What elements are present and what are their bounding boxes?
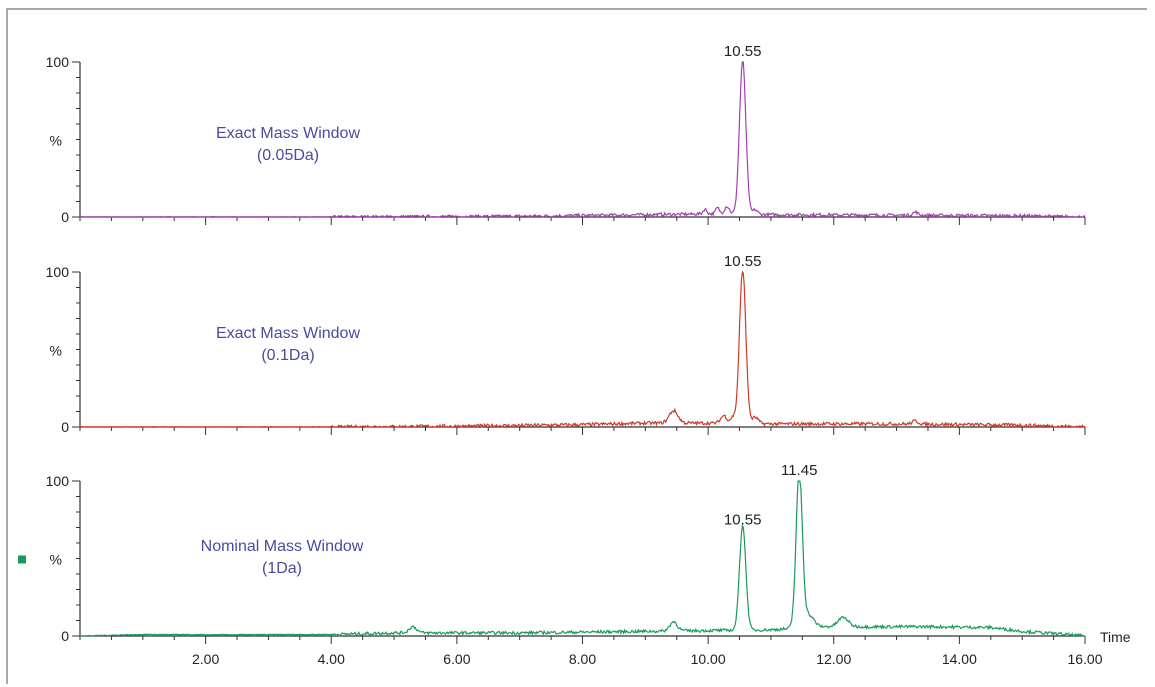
x-tick-label: 8.00 — [569, 651, 596, 667]
x-tick-label: 4.00 — [318, 651, 345, 667]
y-tick-label: 100 — [46, 264, 70, 280]
y-axis-label: % — [50, 552, 62, 568]
series-trace — [79, 270, 1086, 429]
peak-label: 10.55 — [724, 253, 762, 270]
panel-annotation: Exact Mass Window — [216, 325, 360, 342]
x-tick-label: 2.00 — [192, 651, 219, 667]
x-tick-label: 14.00 — [942, 651, 977, 667]
x-tick-label: 6.00 — [443, 651, 470, 667]
y-axis-label: % — [50, 133, 62, 149]
x-tick-label: 16.00 — [1067, 651, 1102, 667]
x-axis-label: Time — [1100, 629, 1131, 645]
panel-annotation: Exact Mass Window — [216, 125, 360, 142]
panel-annotation-sub: (1Da) — [262, 560, 302, 577]
peak-label: 11.45 — [781, 462, 817, 479]
panel-annotation-sub: (0.05Da) — [257, 147, 319, 164]
peak-label: 10.55 — [724, 43, 762, 60]
panel-annotation-sub: (0.1Da) — [261, 347, 314, 364]
y-tick-label: 100 — [46, 54, 70, 70]
panel-annotation: Nominal Mass Window — [201, 538, 364, 555]
chart-frame — [6, 8, 1147, 684]
x-tick-label: 10.00 — [691, 651, 726, 667]
y-tick-label: 0 — [61, 628, 69, 644]
series-trace — [80, 480, 1085, 638]
x-tick-label: 12.00 — [816, 651, 851, 667]
y-axis-label: % — [50, 343, 62, 359]
y-tick-label: 100 — [46, 473, 70, 489]
peak-label: 10.55 — [724, 512, 762, 529]
series-trace — [79, 61, 1086, 219]
y-tick-label: 0 — [61, 419, 69, 435]
y-tick-label: 0 — [61, 209, 69, 225]
series-marker — [18, 555, 26, 564]
